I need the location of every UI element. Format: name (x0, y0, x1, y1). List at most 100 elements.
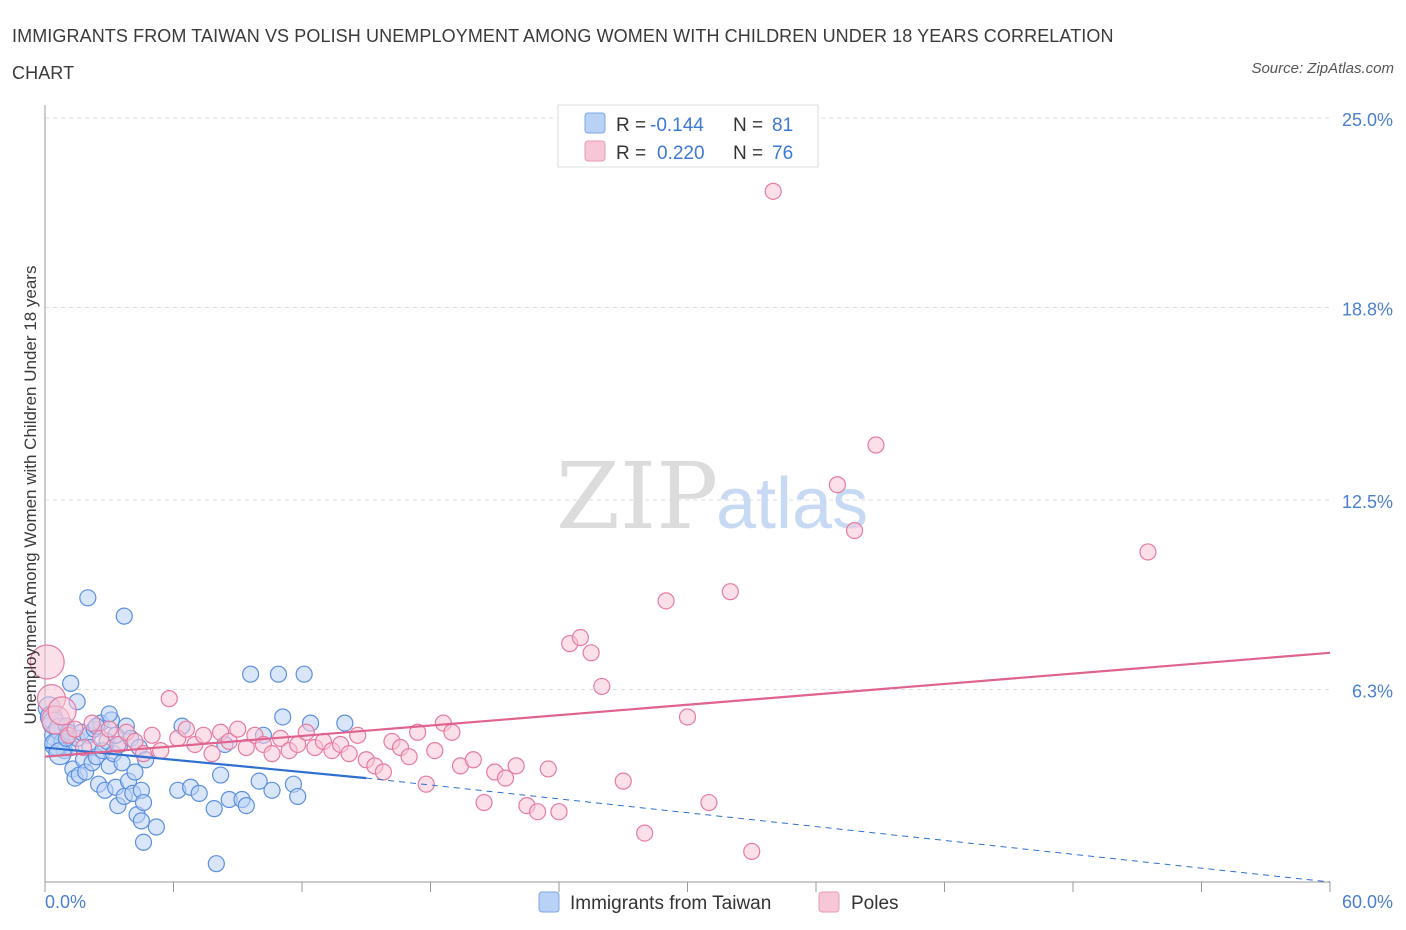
y-axis-label: Unemployment Among Women with Children U… (21, 266, 40, 725)
y-tick-label: 12.5% (1342, 492, 1393, 512)
poles-point (678, 708, 697, 726)
taiwan-point (134, 793, 153, 812)
poles-point (409, 723, 427, 741)
poles-point (571, 628, 590, 647)
legend-n-value-1: 81 (772, 115, 793, 136)
taiwan-trend-extension (366, 777, 1331, 883)
poles-point (194, 726, 213, 744)
poles-point (845, 521, 864, 540)
bottom-legend-swatch-taiwan (538, 891, 560, 913)
poles-point (297, 723, 315, 741)
poles-point (160, 690, 178, 708)
y-tick-label: 18.8% (1342, 299, 1393, 319)
watermark-zip: ZIP (556, 443, 718, 550)
series-legend: Immigrants from Taiwan Poles (538, 891, 899, 914)
bottom-legend-swatch-poles (818, 891, 840, 913)
taiwan-point (190, 784, 208, 802)
taiwan-point (205, 800, 223, 818)
correlation-legend: R = -0.144 N = 81 R = 0.220 N = 76 (557, 104, 819, 168)
poles-point (443, 723, 461, 741)
grid-lines (45, 117, 1330, 690)
taiwan-point (147, 818, 165, 836)
taiwan-point (269, 665, 288, 683)
poles-point (100, 720, 118, 738)
series-poles-points (29, 182, 1157, 861)
poles-point (340, 745, 358, 763)
poles-point (109, 735, 127, 754)
legend-r-label-2: R = (616, 143, 646, 164)
poles-point (1139, 543, 1157, 561)
poles-point (593, 677, 611, 696)
poles-point (614, 772, 632, 790)
poles-point (229, 720, 247, 738)
legend-swatch-taiwan (584, 112, 606, 134)
poles-point (721, 583, 739, 601)
poles-trend-line (44, 651, 1331, 758)
poles-point (203, 745, 221, 763)
poles-point (47, 696, 77, 726)
taiwan-point (274, 708, 292, 726)
poles-point (496, 769, 515, 787)
poles-point (828, 476, 847, 494)
poles-point (374, 763, 392, 781)
poles-point (867, 436, 885, 454)
poles-point (426, 741, 444, 760)
axes (44, 105, 1331, 892)
legend-swatch-poles (584, 140, 606, 162)
poles-point (29, 644, 65, 680)
y-tick-label: 25.0% (1342, 110, 1393, 130)
legend-r-value-1: -0.144 (650, 115, 704, 136)
poles-point (743, 842, 761, 861)
bottom-legend-label-poles: Poles (851, 893, 899, 914)
taiwan-point (126, 763, 144, 781)
bottom-legend-label-taiwan: Immigrants from Taiwan (570, 893, 771, 914)
poles-point (464, 751, 482, 769)
watermark: ZIP atlas (556, 443, 868, 550)
tick-labels: 6.3% 12.5% 18.8% 25.0% 0.0% 60.0% (45, 110, 1393, 912)
taiwan-point (212, 766, 230, 784)
chart-title: IMMIGRANTS FROM TAIWAN VS POLISH UNEMPLO… (12, 26, 1114, 83)
poles-point (475, 793, 493, 812)
poles-point (764, 182, 782, 200)
poles-point (152, 741, 170, 760)
legend-r-label-1: R = (616, 115, 646, 136)
poles-point (657, 592, 675, 610)
trend-lines (44, 651, 1331, 883)
taiwan-point (207, 855, 225, 873)
poles-point (349, 726, 367, 744)
legend-n-label-1: N = (733, 115, 763, 136)
taiwan-point (242, 665, 260, 683)
taiwan-point (289, 787, 307, 806)
poles-point (507, 757, 525, 775)
legend-r-value-2: 0.220 (657, 143, 705, 164)
taiwan-point (295, 665, 313, 683)
taiwan-point (336, 714, 354, 732)
poles-point (528, 803, 547, 821)
legend-n-label-2: N = (733, 143, 763, 164)
x-tick-label-max: 60.0% (1342, 892, 1393, 912)
poles-point (636, 824, 654, 842)
taiwan-point (79, 589, 97, 607)
taiwan-point (115, 607, 133, 625)
poles-point (263, 745, 281, 763)
legend-n-value-2: 76 (772, 143, 793, 164)
taiwan-point (237, 796, 255, 815)
taiwan-point (132, 812, 150, 830)
poles-point (550, 803, 568, 821)
poles-point (177, 720, 195, 738)
taiwan-point (100, 705, 118, 723)
taiwan-point (250, 772, 268, 790)
watermark-atlas: atlas (716, 464, 868, 544)
x-tick-label-min: 0.0% (45, 892, 86, 912)
poles-point (143, 726, 161, 744)
taiwan-point (134, 833, 153, 851)
poles-point (582, 644, 600, 662)
taiwan-point (62, 674, 80, 692)
poles-point (83, 714, 101, 732)
poles-point (700, 793, 718, 812)
source-label: Source: ZipAtlas.com (1251, 60, 1394, 77)
y-tick-label: 6.3% (1352, 681, 1393, 701)
poles-point (539, 760, 557, 778)
poles-point (400, 748, 418, 766)
